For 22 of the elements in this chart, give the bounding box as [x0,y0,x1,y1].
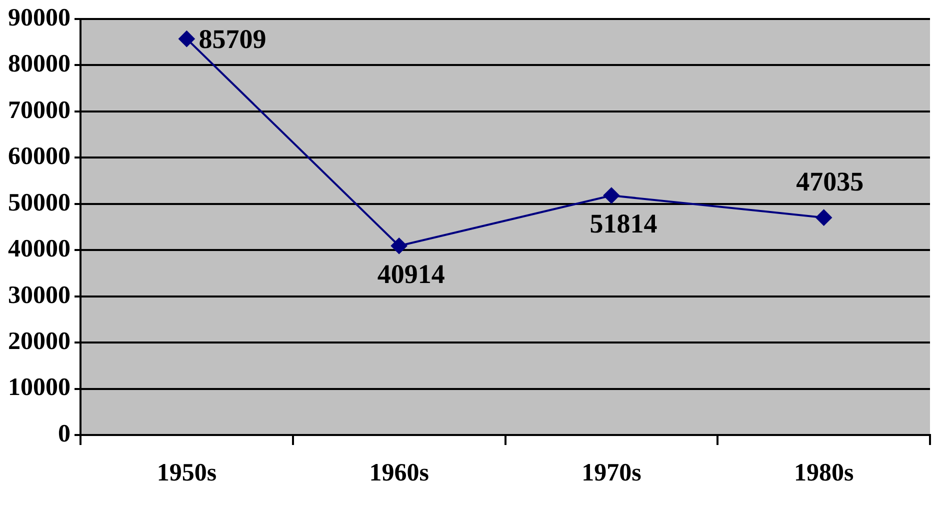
data-label: 47035 [796,166,864,197]
y-tick-label: 40000 [8,236,70,263]
data-label: 40914 [377,258,445,289]
point [816,210,832,226]
x-tick-label: 1980s [794,459,854,486]
y-tick-label: 60000 [8,143,70,170]
point [178,30,195,47]
x-tick-label: 1960s [369,459,430,486]
y-tick-label: 30000 [8,282,70,309]
point [391,238,408,254]
x-tick-label: 1950s [156,459,217,486]
y-tick-label: 80000 [8,50,70,78]
y-tick-label: 10000 [8,374,70,402]
y-tick-label: 50000 [8,189,70,216]
x-tick-label: 1970s [582,459,642,486]
point [603,188,620,204]
y-tick-label: 70000 [8,96,70,124]
y-tick-label: 90000 [8,4,70,32]
y-tick-label: 20000 [8,328,70,356]
y-tick-label: 0 [58,420,70,448]
data-label: 85709 [198,24,266,54]
data-label: 51814 [590,208,658,238]
